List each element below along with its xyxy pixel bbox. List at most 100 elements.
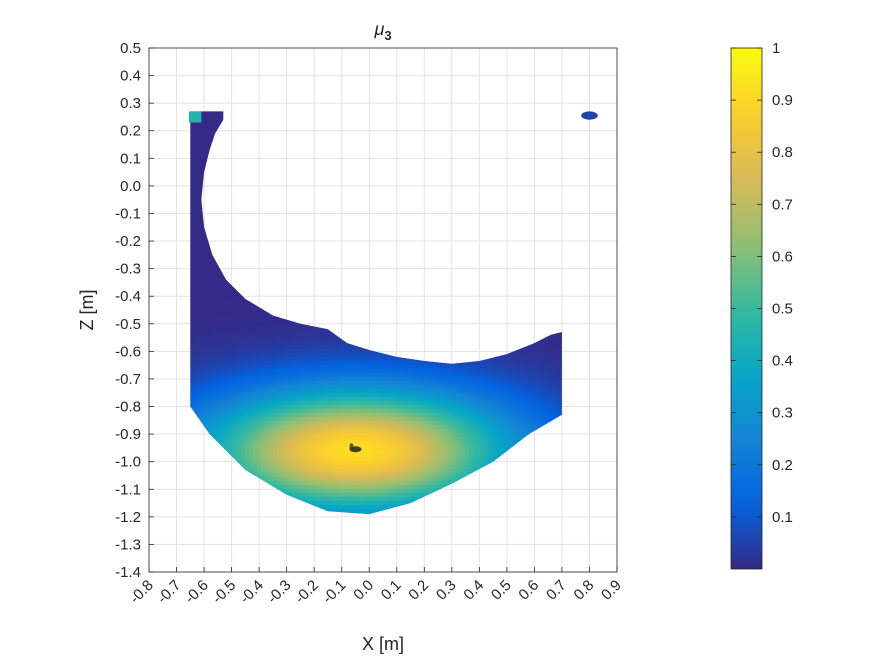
field-cell xyxy=(364,400,370,406)
field-cell xyxy=(292,396,298,402)
field-cell xyxy=(196,264,202,270)
field-cell xyxy=(272,428,278,434)
field-cell xyxy=(320,480,326,486)
field-cell xyxy=(200,140,206,146)
field-cell xyxy=(316,448,322,454)
field-cell xyxy=(276,396,282,402)
field-cell xyxy=(320,432,326,438)
field-cell xyxy=(200,216,206,222)
field-cell xyxy=(240,312,246,318)
field-cell xyxy=(196,200,202,206)
field-cell xyxy=(264,388,270,394)
field-cell xyxy=(304,372,310,378)
field-cell xyxy=(252,444,258,450)
field-cell xyxy=(340,412,346,418)
field-cell xyxy=(212,328,218,334)
field-cell xyxy=(212,304,218,310)
field-cell xyxy=(260,328,266,334)
field-cell xyxy=(236,416,242,422)
field-cell xyxy=(272,452,278,458)
field-cell xyxy=(220,416,226,422)
field-cell xyxy=(208,260,214,266)
field-cell xyxy=(336,504,342,510)
field-cell xyxy=(190,344,194,350)
field-cell xyxy=(256,340,262,346)
field-cell xyxy=(320,380,326,386)
field-cell xyxy=(320,500,326,506)
field-cell xyxy=(252,468,258,474)
field-cell xyxy=(328,496,334,502)
field-cell xyxy=(240,448,246,454)
field-cell xyxy=(308,428,314,434)
field-cell xyxy=(312,328,318,334)
field-cell xyxy=(192,388,198,394)
field-cell xyxy=(260,380,266,386)
field-cell xyxy=(316,376,322,382)
field-cell xyxy=(368,476,374,482)
field-cell xyxy=(260,324,266,330)
field-cell xyxy=(308,424,314,430)
field-cell xyxy=(372,368,378,374)
field-cell xyxy=(312,444,318,450)
field-cell xyxy=(360,508,366,514)
field-cell xyxy=(220,332,226,338)
field-cell xyxy=(272,404,278,410)
field-cell xyxy=(260,344,266,350)
field-cell xyxy=(312,448,318,454)
field-cell xyxy=(300,492,306,498)
field-cell xyxy=(328,424,334,430)
field-cell xyxy=(204,128,210,134)
field-cell xyxy=(372,372,378,378)
field-cell xyxy=(312,408,318,414)
field-cell xyxy=(276,408,282,414)
field-cell xyxy=(256,388,262,394)
field-cell xyxy=(340,368,346,374)
field-cell xyxy=(256,428,262,434)
field-cell xyxy=(364,380,370,386)
field-cell xyxy=(304,336,310,342)
field-cell xyxy=(264,316,270,322)
field-cell xyxy=(332,472,338,478)
field-cell xyxy=(352,376,358,382)
field-cell xyxy=(256,368,262,374)
field-cell xyxy=(332,364,338,370)
field-cell xyxy=(280,400,286,406)
field-cell xyxy=(192,252,198,258)
field-cell xyxy=(340,376,346,382)
field-cell xyxy=(316,328,322,334)
field-cell xyxy=(264,380,270,386)
field-cell xyxy=(220,420,226,426)
field-cell xyxy=(212,312,218,318)
field-cell xyxy=(300,408,306,414)
field-cell xyxy=(256,316,262,322)
field-cell xyxy=(280,464,286,470)
field-cell xyxy=(200,228,206,234)
field-cell xyxy=(216,116,222,122)
field-cell xyxy=(312,496,318,502)
field-cell xyxy=(372,436,378,442)
field-cell xyxy=(216,364,222,370)
field-cell xyxy=(300,456,306,462)
field-cell xyxy=(200,268,206,274)
field-cell xyxy=(316,404,322,410)
field-cell xyxy=(268,408,274,414)
field-cell xyxy=(288,332,294,338)
field-cell xyxy=(220,328,226,334)
field-cell xyxy=(212,264,218,270)
field-cell xyxy=(352,356,358,362)
field-cell xyxy=(276,344,282,350)
field-cell xyxy=(204,368,210,374)
field-cell xyxy=(204,356,210,362)
field-cell xyxy=(248,392,254,398)
field-cell xyxy=(312,468,318,474)
field-cell xyxy=(200,284,206,290)
field-cell xyxy=(256,364,262,370)
field-cell xyxy=(308,456,314,462)
field-cell xyxy=(288,468,294,474)
field-cell xyxy=(268,324,274,330)
field-cell xyxy=(232,300,238,306)
field-cell xyxy=(360,476,366,482)
field-cell xyxy=(272,384,278,390)
field-cell xyxy=(248,408,254,414)
field-cell xyxy=(360,436,366,442)
